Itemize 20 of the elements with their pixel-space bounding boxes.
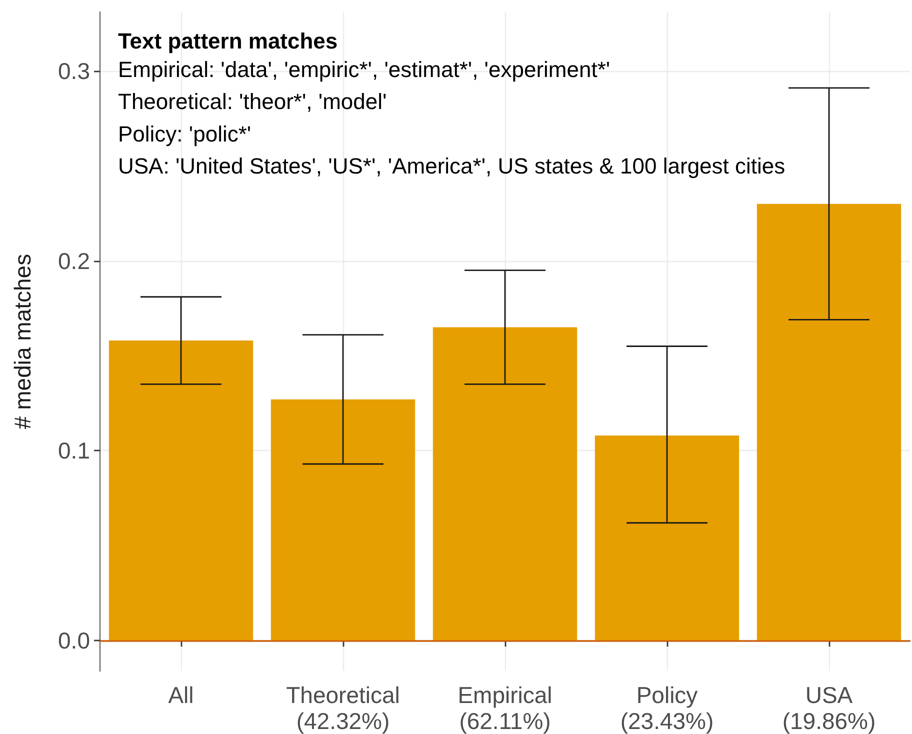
y-tick-label: 0.0 bbox=[58, 628, 90, 654]
bar bbox=[594, 436, 740, 641]
annotation: Policy: 'polic*' bbox=[118, 121, 252, 146]
bar bbox=[432, 327, 578, 641]
bar bbox=[108, 340, 254, 641]
annotation: Empirical: 'data', 'empiric*', 'estimat*', 'experiment*' bbox=[118, 57, 610, 82]
x-tick-label: Theoretical (42.32%) bbox=[286, 682, 400, 734]
bar bbox=[756, 204, 902, 641]
y-axis-title: # media matches bbox=[10, 254, 36, 430]
x-tick-label: USA (19.86%) bbox=[782, 682, 876, 734]
x-tick-label: Policy (23.43%) bbox=[620, 682, 714, 734]
annotation: Text pattern matches bbox=[118, 28, 338, 54]
y-tick-label: 0.3 bbox=[58, 58, 90, 84]
x-tick-label: All bbox=[168, 682, 194, 708]
y-tick-label: 0.1 bbox=[58, 438, 90, 464]
annotation: USA: 'United States', 'US*', 'America*', US states & 100 largest cities bbox=[118, 154, 786, 179]
x-tick-label: Empirical (62.11%) bbox=[458, 682, 552, 734]
y-tick-label: 0.2 bbox=[58, 248, 90, 274]
annotation: Theoretical: 'theor*', 'model' bbox=[118, 89, 387, 114]
bar bbox=[270, 399, 416, 641]
